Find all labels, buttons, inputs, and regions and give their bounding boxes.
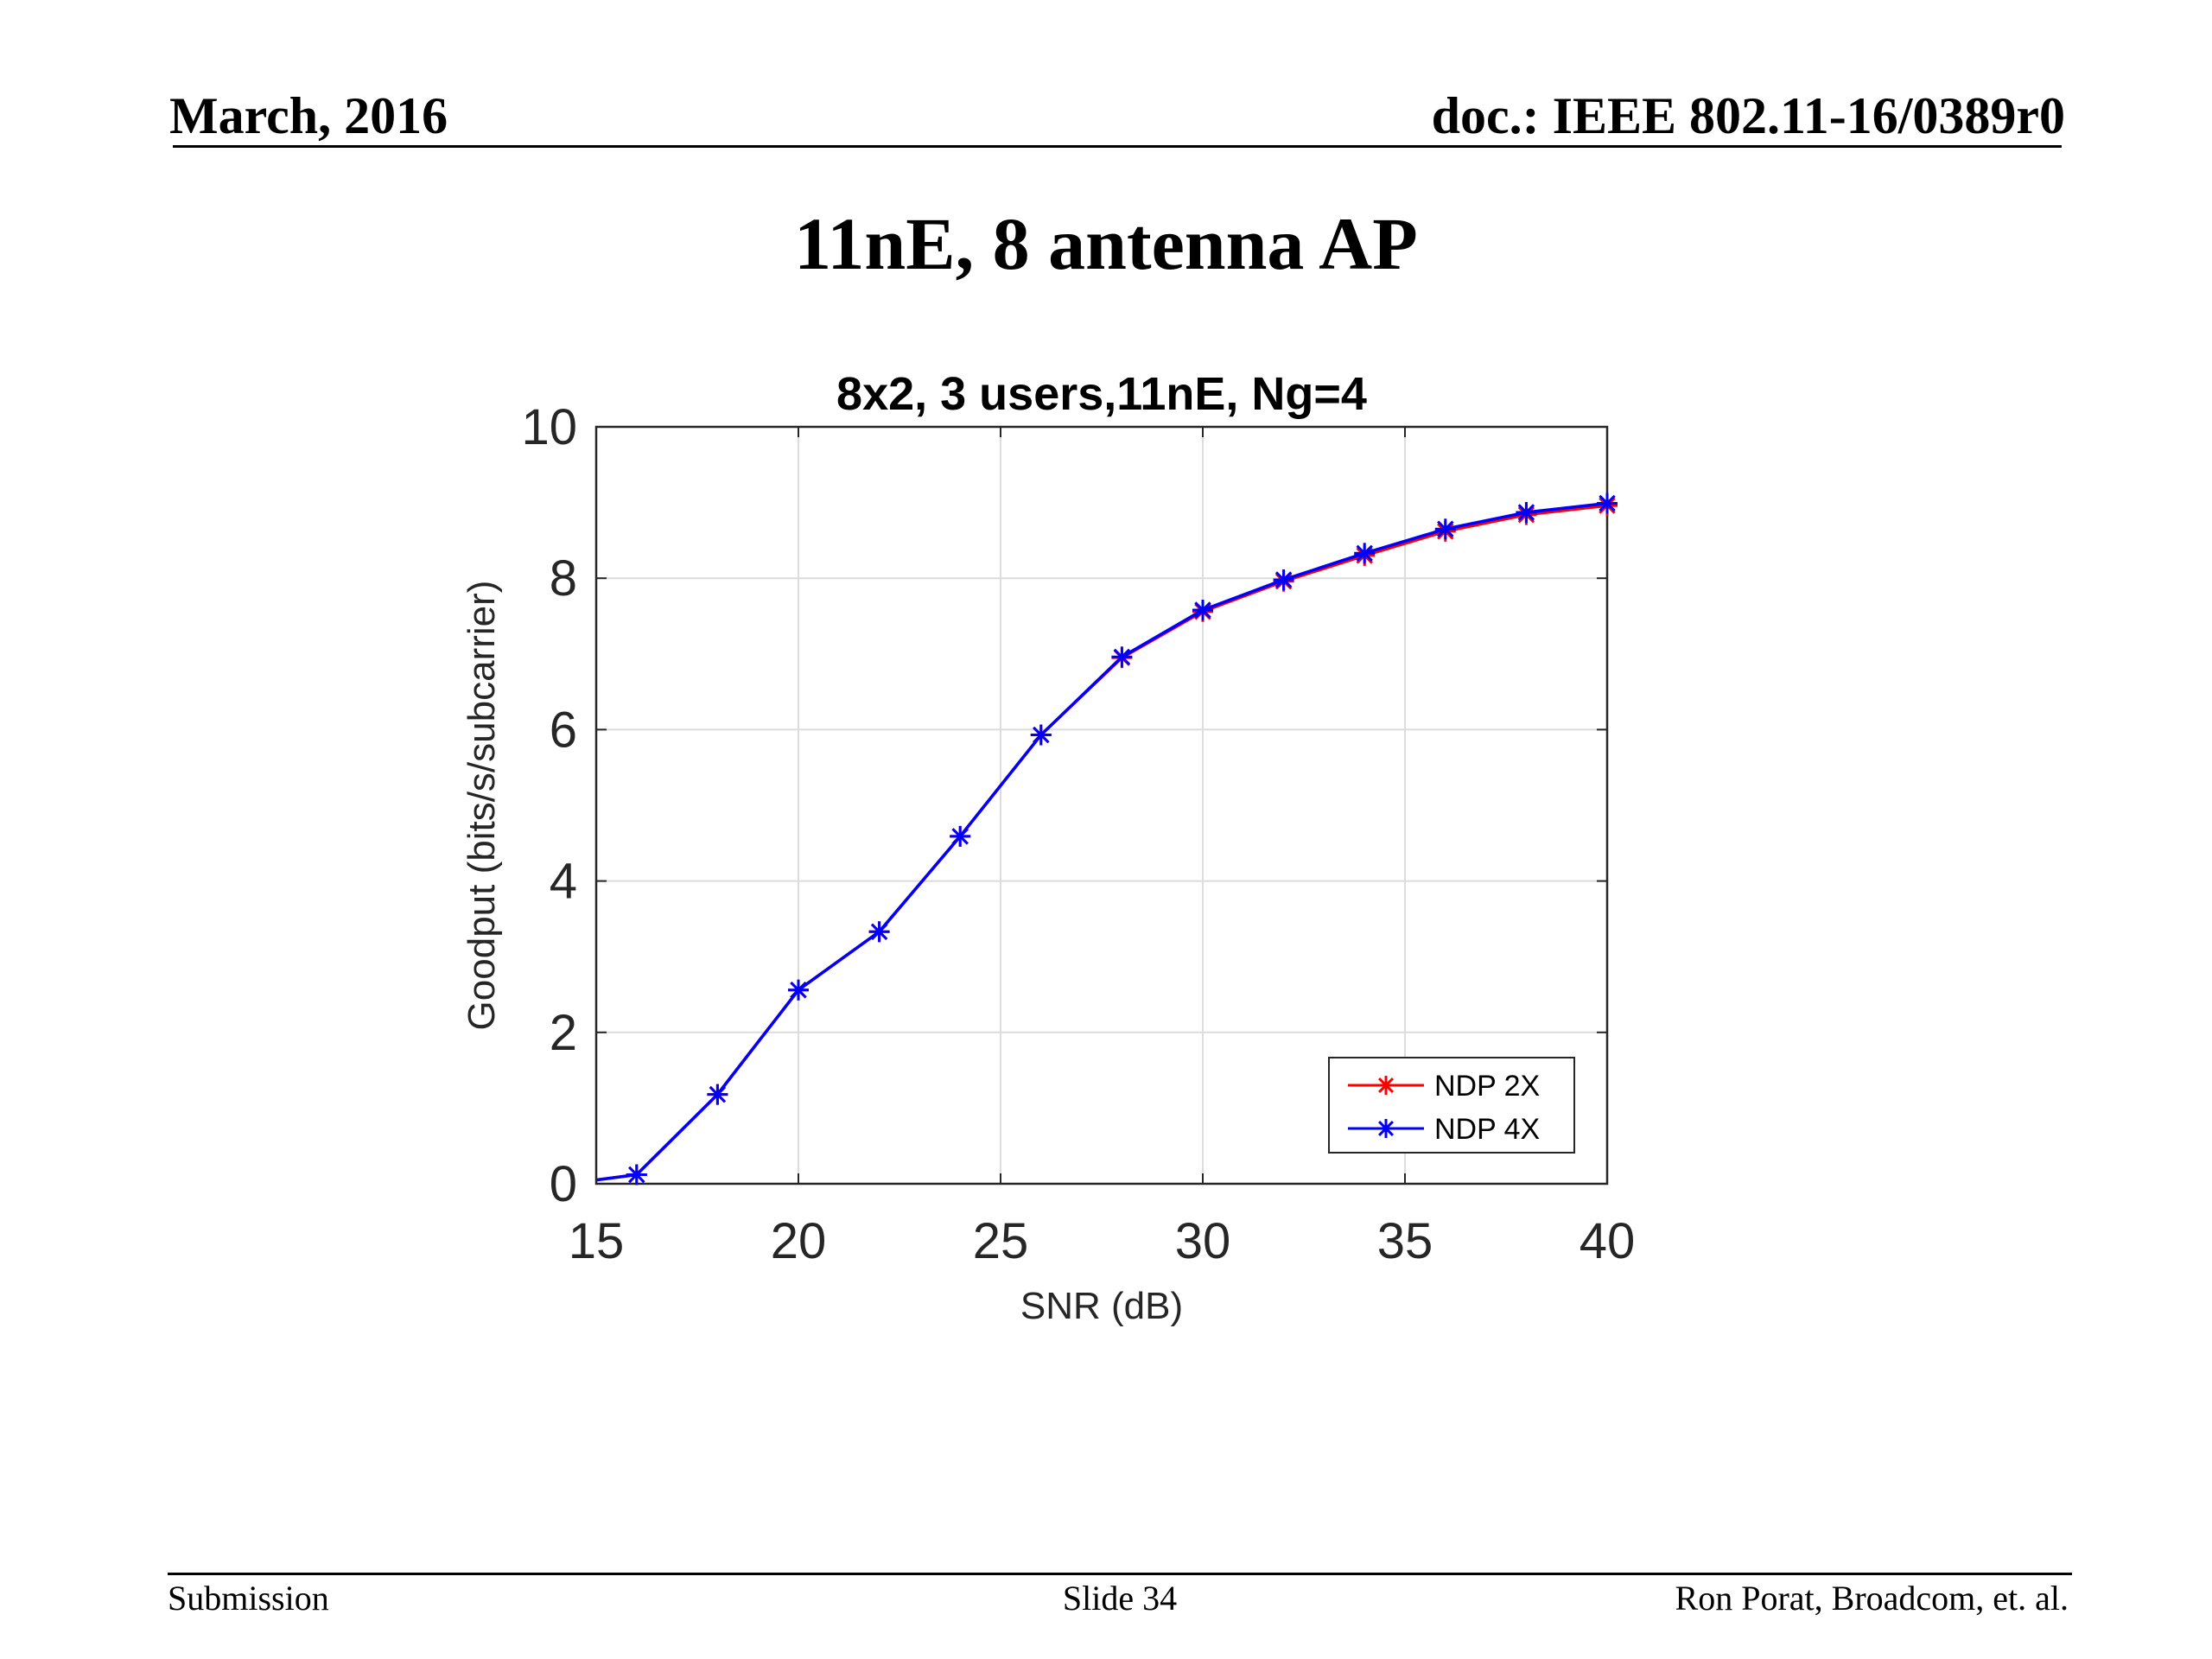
data-point-marker (868, 921, 890, 943)
data-point-marker (1597, 493, 1618, 514)
footer-divider (168, 1573, 2072, 1575)
data-point-marker (1273, 569, 1294, 590)
legend: NDP 2X NDP 4X (1328, 1057, 1575, 1154)
series-ndp-4x (595, 493, 1618, 1185)
legend-box (1328, 1057, 1575, 1154)
x-tick-label: 40 (1580, 1213, 1636, 1269)
y-tick-label: 8 (550, 550, 577, 607)
footer-slide-number: Slide 34 (1062, 1579, 1178, 1618)
data-point-marker (1434, 518, 1456, 540)
header-date: March, 2016 (169, 87, 448, 144)
series-lines (595, 493, 1618, 1185)
data-point-marker (1516, 501, 1537, 523)
slide-title: 11nE, 8 antenna AP (794, 202, 1418, 285)
header-doc-id: doc.: IEEE 802.11-16/0389r0 (1431, 87, 2065, 144)
series-line (595, 501, 1608, 1182)
legend-item: NDP 2X (1348, 1070, 1540, 1103)
plot-area (594, 425, 1609, 1185)
y-tick-label: 6 (550, 702, 577, 758)
y-tick-label: 0 (550, 1156, 577, 1212)
header-divider (173, 145, 2062, 148)
data-point-marker (1354, 543, 1376, 564)
legend-label: NDP 4X (1434, 1113, 1540, 1146)
footer-submission: Submission (168, 1579, 329, 1618)
footer-author: Ron Porat, Broadcom, et. al. (1675, 1579, 2069, 1618)
x-axis-label: SNR (dB) (1020, 1285, 1183, 1327)
y-axis-label: Goodput (bits/s/subcarrier) (461, 581, 503, 1031)
y-tick-label: 2 (550, 1005, 577, 1061)
x-tick-label: 20 (771, 1213, 827, 1269)
y-tick-label: 4 (550, 854, 577, 910)
x-tick-label: 15 (569, 1213, 625, 1269)
data-point-marker (1030, 724, 1052, 746)
data-point-marker (1376, 1076, 1395, 1095)
data-point-marker (1111, 646, 1133, 668)
x-tick-label: 35 (1377, 1213, 1433, 1269)
chart-title: 8x2, 3 users,11nE, Ng=4 (836, 368, 1367, 420)
data-point-marker (626, 1164, 647, 1185)
x-tick-label: 25 (973, 1213, 1029, 1269)
tick-labels: 15 20 25 30 35 40 0 2 4 6 8 10 (521, 399, 1635, 1269)
data-point-marker (788, 979, 809, 1001)
y-tick-label: 10 (521, 399, 577, 455)
data-point-marker (1192, 599, 1213, 620)
data-point-marker (950, 825, 971, 847)
x-tick-label: 30 (1175, 1213, 1231, 1269)
data-point-marker (1376, 1119, 1395, 1138)
legend-item: NDP 4X (1348, 1113, 1540, 1146)
data-point-marker (707, 1084, 728, 1105)
legend-label: NDP 2X (1434, 1070, 1540, 1103)
